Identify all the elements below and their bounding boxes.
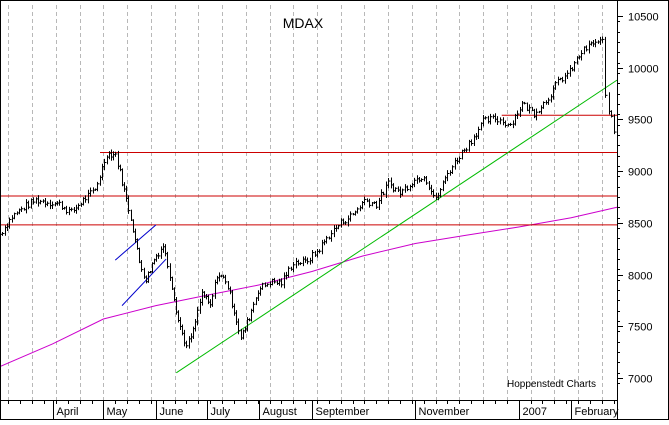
x-tick-label: 2007 xyxy=(523,406,547,418)
y-tick-label: 9500 xyxy=(628,115,652,127)
y-tick-label: 10000 xyxy=(628,64,659,76)
x-tick-label: August xyxy=(263,406,297,418)
x-tick-label: April xyxy=(57,406,79,418)
x-tick-label: February xyxy=(575,406,620,418)
y-tick-label: 7000 xyxy=(628,374,652,386)
trendline xyxy=(176,79,618,374)
x-tick-label: November xyxy=(419,406,470,418)
moving-average-line xyxy=(0,206,618,368)
y-tick-label: 7500 xyxy=(628,322,652,334)
source-label: Hoppenstedt Charts xyxy=(507,379,596,390)
price-bars-layer xyxy=(0,36,618,349)
moving-average-layer xyxy=(0,206,618,368)
x-tick-label: June xyxy=(160,406,184,418)
x-tick-label: May xyxy=(107,406,128,418)
y-tick-label: 9000 xyxy=(628,167,652,179)
horizontal-lines-layer xyxy=(0,114,617,226)
y-tick-label: 10500 xyxy=(628,12,659,24)
x-tick-label: July xyxy=(211,406,231,418)
y-tick-label: 8500 xyxy=(628,219,652,231)
trendline xyxy=(121,258,167,306)
trendlines-layer xyxy=(114,79,618,374)
grid-lines xyxy=(8,5,603,400)
chart-title: MDAX xyxy=(283,15,324,31)
y-tick-label: 8000 xyxy=(628,271,652,283)
x-tick-label: September xyxy=(316,406,370,418)
